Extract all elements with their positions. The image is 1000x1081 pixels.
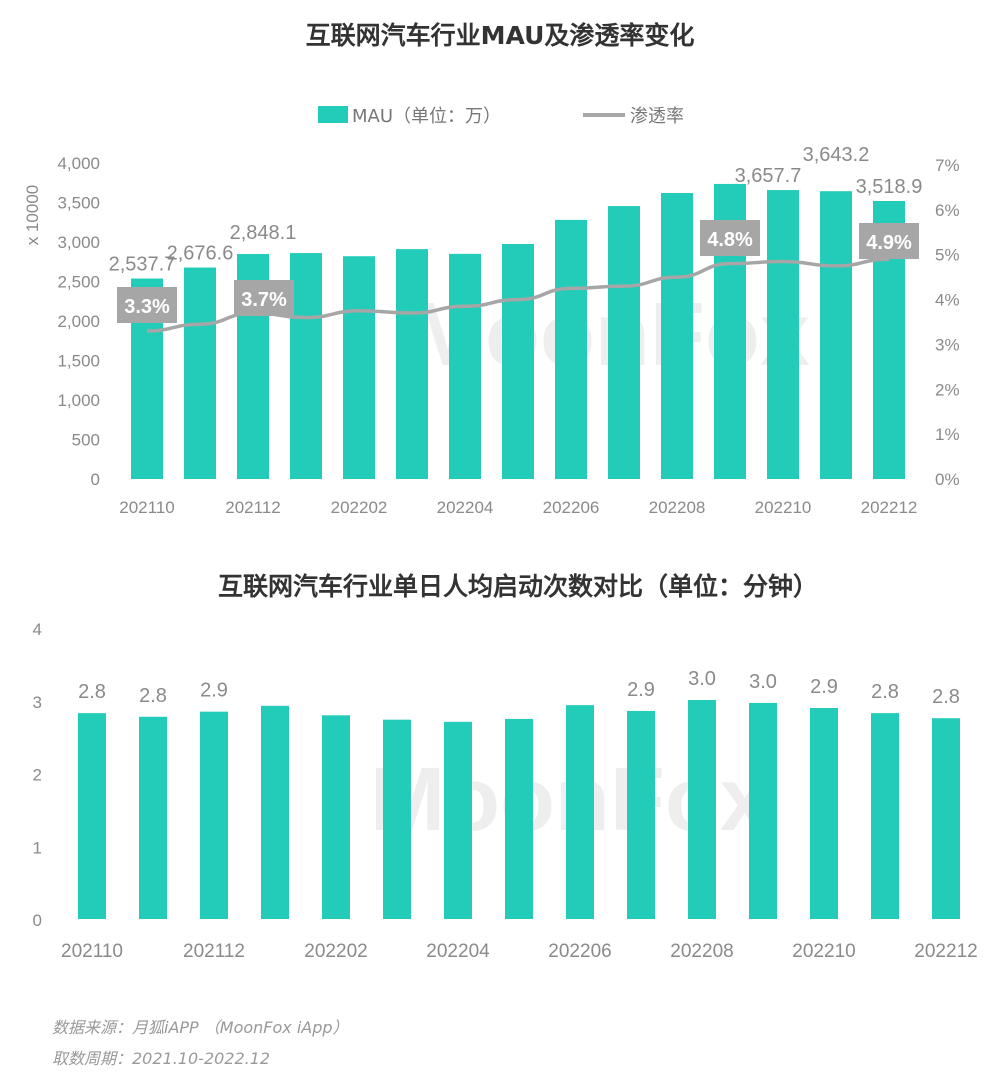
y-axis-label: x 10000: [23, 185, 42, 246]
bar-launches: [810, 708, 838, 919]
line-data-label: 4.8%: [707, 229, 753, 251]
line-label-box: [117, 287, 177, 323]
y-tick-label: 3,500: [57, 194, 100, 213]
x-tick-label: 202110: [119, 498, 174, 517]
y-tick-label: 1,500: [57, 352, 100, 371]
bar-data-label: 3,643.2: [803, 144, 870, 166]
x-tick-label: 202210: [792, 941, 855, 962]
bar-launches: [871, 713, 899, 919]
line-label-box: [859, 223, 919, 259]
bar-launches: [444, 721, 472, 919]
bar-data-label: 2.9: [810, 676, 838, 698]
y2-tick-label: 5%: [935, 246, 960, 265]
line-label-box: [234, 280, 294, 316]
y2-tick-label: 4%: [935, 291, 960, 310]
chart1-title: 互联网汽车行业MAU及渗透率变化: [306, 21, 695, 50]
y-tick-label: 4: [33, 620, 42, 639]
bar-mau: [396, 249, 428, 479]
x-tick-label: 202208: [649, 498, 706, 517]
y2-tick-label: 7%: [935, 156, 960, 175]
bar-mau: [502, 243, 534, 479]
y-tick-label: 1,000: [57, 391, 100, 410]
y2-tick-label: 1%: [935, 425, 960, 444]
x-tick-label: 202204: [426, 941, 490, 962]
bar-mau: [555, 219, 587, 479]
bar-launches: [749, 702, 777, 919]
footer-source: 数据来源：月狐iAPP （MoonFox iApp）: [52, 1018, 349, 1037]
bar-mau: [820, 191, 852, 479]
legend-bar-swatch: [318, 106, 348, 123]
bar-launches: [688, 700, 716, 919]
legend-line-label: 渗透率: [630, 106, 684, 127]
y-tick-label: 500: [72, 431, 100, 450]
line-label-box: [700, 220, 760, 256]
bar-mau: [767, 190, 799, 480]
footer-period: 取数周期：2021.10-2022.12: [52, 1049, 270, 1068]
bar-launches: [200, 711, 228, 919]
bar-launches: [322, 715, 350, 919]
line-data-label: 3.7%: [241, 289, 287, 311]
bar-data-label: 3.0: [749, 671, 777, 693]
x-tick-label: 202210: [755, 498, 812, 517]
x-tick-label: 202212: [914, 941, 977, 962]
y2-tick-label: 2%: [935, 380, 960, 399]
x-tick-label: 202112: [225, 498, 280, 517]
y-tick-label: 0: [33, 911, 42, 930]
y-tick-label: 2,500: [57, 273, 100, 292]
bar-data-label: 2.8: [932, 686, 960, 708]
bar-data-label: 2.8: [871, 681, 899, 703]
y-tick-label: 4,000: [57, 154, 100, 173]
bar-mau: [449, 253, 481, 479]
x-tick-label: 202204: [437, 498, 494, 517]
bar-data-label: 3,657.7: [735, 165, 802, 187]
y2-tick-label: 0%: [935, 470, 960, 489]
y-tick-label: 0: [91, 470, 100, 489]
bar-mau: [661, 193, 693, 479]
y-tick-label: 3: [33, 693, 42, 712]
bar-mau: [184, 267, 216, 479]
chart2-title: 互联网汽车行业单日人均启动次数对比（单位：分钟）: [218, 572, 818, 601]
bar-launches: [139, 716, 167, 919]
line-data-label: 4.9%: [866, 232, 912, 254]
y2-tick-label: 3%: [935, 335, 960, 354]
bar-data-label: 2,848.1: [230, 222, 297, 244]
legend-bar-label: MAU（单位：万）: [352, 106, 501, 127]
y-tick-label: 1: [33, 838, 42, 857]
bar-launches: [383, 719, 411, 919]
x-tick-label: 202202: [304, 941, 367, 962]
line-data-label: 3.3%: [124, 296, 170, 318]
y-tick-label: 3,000: [57, 233, 100, 252]
bar-launches: [566, 705, 594, 919]
x-tick-label: 202110: [61, 941, 123, 962]
y-tick-label: 2: [33, 766, 42, 785]
bar-data-label: 2.9: [200, 680, 228, 702]
bar-launches: [932, 718, 960, 919]
bar-data-label: 2,537.7: [109, 254, 176, 276]
bar-data-label: 2.9: [627, 679, 655, 701]
bar-mau: [343, 256, 375, 479]
x-tick-label: 202212: [861, 498, 918, 517]
chart-launches: 互联网汽车行业单日人均启动次数对比（单位：分钟） 0 1 2 3 4 2.8 2.8 2.9 2…: [33, 572, 978, 962]
x-tick-label: 202206: [543, 498, 600, 517]
bar-mau: [290, 253, 322, 479]
x-tick-label: 202208: [670, 941, 733, 962]
bar-mau: [608, 206, 640, 479]
chart-mau: 互联网汽车行业MAU及渗透率变化 MAU（单位：万） 渗透率 x 10000 0…: [23, 21, 960, 517]
bar-data-label: 3.0: [688, 668, 716, 690]
x-tick-label: 202202: [331, 498, 388, 517]
y2-tick-label: 6%: [935, 201, 960, 220]
bar-launches: [505, 718, 533, 919]
bar-data-label: 2,676.6: [167, 243, 234, 265]
bar-launches: [627, 710, 655, 919]
bar-launches: [261, 705, 289, 919]
x-tick-label: 202206: [548, 941, 611, 962]
bar-data-label: 3,518.9: [856, 176, 923, 198]
bar-data-label: 2.8: [78, 681, 106, 703]
x-tick-label: 202112: [183, 941, 245, 962]
bar-data-label: 2.8: [139, 685, 167, 707]
y-tick-label: 2,000: [57, 312, 100, 331]
bar-launches: [78, 713, 106, 919]
